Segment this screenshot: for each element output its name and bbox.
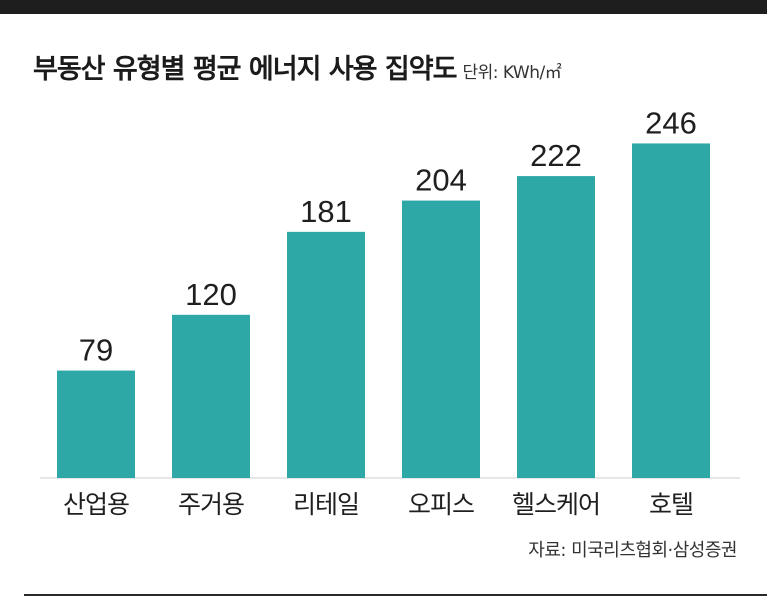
category-label-5: 호텔: [649, 490, 693, 519]
chart-title: 부동산 유형별 평균 에너지 사용 집약도: [33, 54, 457, 85]
category-label-4: 헬스케어: [512, 490, 600, 519]
top-rule: [0, 0, 767, 14]
category-label-3: 오피스: [408, 490, 474, 519]
category-labels-group: 산업용 주거용 리테일 오피스 헬스케어 호텔: [63, 490, 694, 519]
bar-1: [172, 314, 250, 478]
bar-4: [517, 176, 595, 478]
value-label-3: 204: [415, 163, 467, 198]
category-label-1: 주거용: [178, 490, 244, 519]
bottom-rule: [24, 594, 767, 596]
bar-3: [402, 200, 480, 478]
bar-2: [287, 231, 365, 478]
bar-0: [57, 370, 135, 478]
chart-unit: 단위: KWh/㎡: [462, 63, 562, 83]
value-labels-group: 79 120 181 204 222 246: [79, 105, 697, 367]
value-label-2: 181: [300, 194, 352, 229]
value-label-5: 246: [645, 105, 697, 140]
bar-5: [632, 143, 710, 478]
category-label-0: 산업용: [63, 490, 129, 519]
bars-group: [57, 143, 710, 478]
value-label-4: 222: [530, 138, 582, 173]
value-label-1: 120: [185, 277, 237, 312]
title-row: 부동산 유형별 평균 에너지 사용 집약도 단위: KWh/㎡: [33, 47, 562, 87]
category-label-2: 리테일: [293, 490, 359, 519]
value-label-0: 79: [79, 333, 113, 368]
source-note: 자료: 미국리츠협회·삼성증권: [528, 540, 737, 561]
